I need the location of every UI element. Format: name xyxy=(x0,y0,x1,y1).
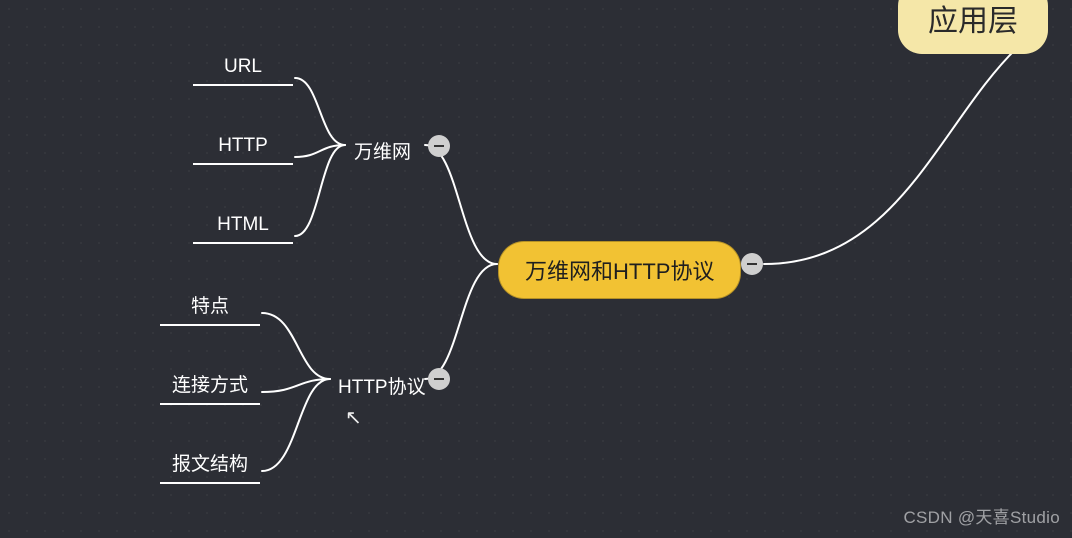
cursor-icon: ↖ xyxy=(345,405,362,430)
node-center-label: 万维网和HTTP协议 xyxy=(525,259,714,284)
node-www[interactable]: 万维网 xyxy=(348,133,417,168)
edge xyxy=(425,264,497,379)
edge xyxy=(295,78,345,145)
edge xyxy=(262,313,330,379)
node-url-label: URL xyxy=(224,56,262,77)
edge xyxy=(764,45,1020,264)
collapse-icon[interactable] xyxy=(741,253,763,275)
node-feature[interactable]: 特点 xyxy=(160,287,260,326)
node-message[interactable]: 报文结构 xyxy=(160,445,260,484)
node-html-label: HTML xyxy=(217,214,269,235)
node-url[interactable]: URL xyxy=(193,52,293,86)
collapse-icon[interactable] xyxy=(428,135,450,157)
edge xyxy=(425,145,497,264)
mindmap-canvas[interactable]: 应用层 万维网和HTTP协议 万维网 HTTP协议 URL HTTP HTML … xyxy=(0,0,1072,538)
edge xyxy=(295,145,345,236)
watermark-text: CSDN @天喜Studio xyxy=(903,503,1060,528)
node-html[interactable]: HTML xyxy=(193,210,293,244)
node-root[interactable]: 应用层 xyxy=(898,0,1048,54)
edge xyxy=(295,145,345,157)
edge xyxy=(262,379,330,392)
node-connection[interactable]: 连接方式 xyxy=(160,366,260,405)
collapse-icon[interactable] xyxy=(428,368,450,390)
node-feature-label: 特点 xyxy=(191,296,229,317)
node-center[interactable]: 万维网和HTTP协议 xyxy=(498,241,741,299)
node-www-label: 万维网 xyxy=(354,142,411,163)
node-http-protocol-label: HTTP协议 xyxy=(338,377,426,398)
node-http[interactable]: HTTP xyxy=(193,131,293,165)
node-http-label: HTTP xyxy=(218,135,268,156)
node-connection-label: 连接方式 xyxy=(172,375,248,396)
edge xyxy=(262,379,330,471)
node-root-label: 应用层 xyxy=(928,5,1018,38)
node-http-protocol[interactable]: HTTP协议 xyxy=(332,368,432,403)
node-message-label: 报文结构 xyxy=(172,454,248,475)
